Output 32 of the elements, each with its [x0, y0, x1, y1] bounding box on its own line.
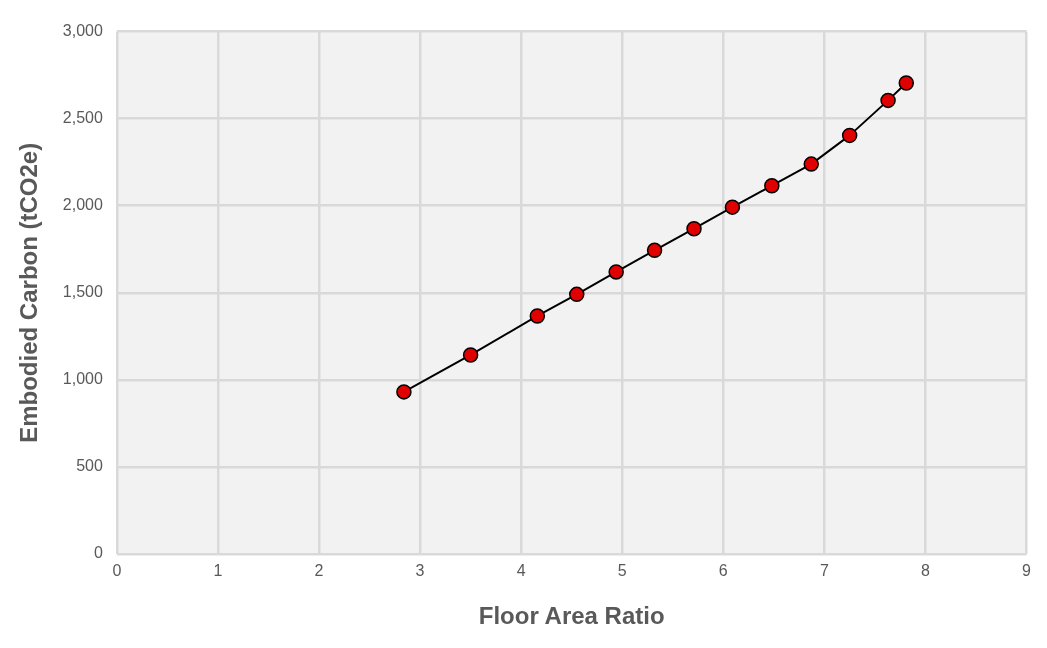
x-tick-label: 3: [415, 562, 425, 580]
point: [396, 384, 412, 400]
point: [880, 92, 896, 109]
y-axis-title: Embodied Carbon (tCO2e): [15, 142, 43, 443]
point: [608, 264, 624, 280]
point: [841, 127, 858, 144]
point: [764, 177, 780, 194]
y-tick-label: 0: [93, 544, 103, 562]
point: [529, 308, 546, 324]
point: [462, 347, 479, 363]
point: [646, 242, 663, 259]
y-tick-label: 3,000: [62, 22, 103, 40]
y-tick-label: 500: [76, 457, 103, 475]
y-tick-label: 2,000: [62, 196, 103, 214]
x-tick-label: 5: [617, 562, 627, 580]
point: [686, 220, 702, 237]
point: [724, 199, 741, 215]
x-tick-label: 9: [1022, 562, 1032, 580]
x-tick-label: 1: [213, 562, 223, 580]
x-tick-label: 6: [718, 562, 728, 580]
x-axis-title: Floor Area Ratio: [478, 602, 665, 630]
x-tick-label: 0: [112, 562, 122, 580]
y-tick-label: 2,500: [62, 109, 103, 127]
point: [803, 156, 819, 172]
x-tick-label: 7: [819, 562, 829, 580]
point: [569, 286, 585, 303]
x-tick-label: 8: [921, 562, 931, 580]
y-tick-label: 1,500: [62, 283, 103, 301]
y-tick-label: 1,000: [62, 370, 103, 388]
x-tick-label: 2: [314, 562, 324, 580]
point: [898, 75, 915, 91]
x-tick-label: 4: [516, 562, 526, 580]
